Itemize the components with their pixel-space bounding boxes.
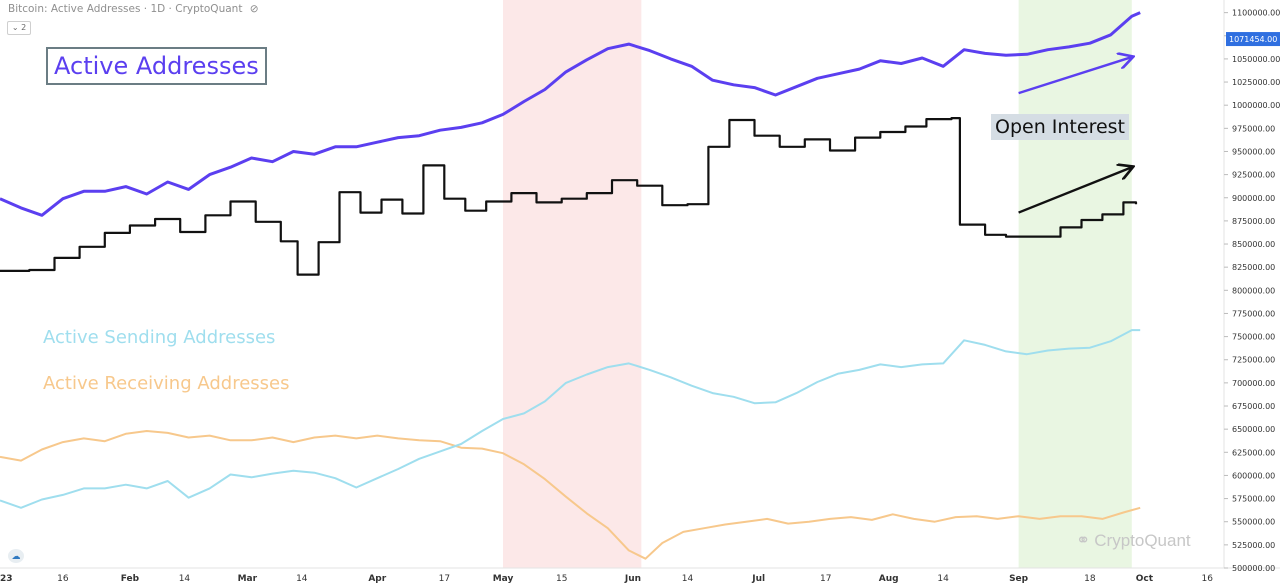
y-tick-label: 750000.00 [1232, 333, 1275, 342]
active-sending-label: Active Sending Addresses [43, 327, 276, 348]
trend-arrow [1018, 167, 1132, 214]
y-tick-label: 675000.00 [1232, 402, 1275, 411]
y-tick-label: 500000.00 [1232, 564, 1275, 573]
x-tick-label: 2023 [0, 574, 13, 584]
y-tick-label: 850000.00 [1232, 240, 1275, 249]
x-tick-label: 17 [439, 574, 450, 584]
y-tick-label: 950000.00 [1232, 147, 1275, 156]
x-tick-label: Jun [624, 574, 641, 584]
cryptoquant-logo-icon: ⚭ [1076, 531, 1091, 550]
x-tick-label: 14 [179, 574, 191, 584]
x-tick-label: May [493, 574, 514, 584]
last-value-label: 1071454.00 [1229, 35, 1277, 44]
y-tick-label: 975000.00 [1232, 124, 1275, 133]
y-tick-label: 650000.00 [1232, 425, 1275, 434]
shaded-period-red [503, 0, 642, 568]
y-tick-label: 700000.00 [1232, 379, 1275, 388]
chart-title: Bitcoin: Active Addresses · 1D · CryptoQ… [8, 3, 243, 15]
series-line-active-sending [0, 329, 1141, 509]
shaded-period-green [1018, 0, 1132, 568]
x-tick-label: 14 [937, 574, 949, 584]
indicator-toggle-button[interactable]: ⌄ 2 [7, 21, 31, 35]
x-tick-label: 16 [57, 574, 69, 584]
cryptoquant-watermark: ⚭ CryptoQuant [1076, 531, 1191, 551]
active-addresses-label: Active Addresses [46, 47, 267, 85]
watermark-text: CryptoQuant [1094, 531, 1191, 550]
series-line-active-receiving [0, 430, 1141, 560]
y-tick-label: 1100000.00 [1232, 9, 1280, 18]
x-tick-label: 18 [1084, 574, 1096, 584]
x-tick-label: 14 [296, 574, 308, 584]
x-tick-label: Oct [1136, 574, 1154, 584]
y-tick-label: 575000.00 [1232, 495, 1275, 504]
y-tick-label: 875000.00 [1232, 217, 1275, 226]
x-tick-label: Feb [121, 574, 140, 584]
y-tick-label: 525000.00 [1232, 541, 1275, 550]
y-tick-label: 1050000.00 [1232, 55, 1280, 64]
chart-header: Bitcoin: Active Addresses · 1D · CryptoQ… [8, 3, 259, 15]
x-tick-label: Mar [238, 574, 258, 584]
y-tick-label: 1000000.00 [1232, 101, 1280, 110]
x-tick-label: Apr [368, 574, 386, 584]
y-tick-label: 925000.00 [1232, 171, 1275, 180]
series-line-active-addresses [0, 11, 1141, 217]
eye-crossed-icon[interactable]: ⊘ [249, 3, 259, 15]
series-line-open-interest [0, 117, 1138, 276]
x-tick-label: Jul [751, 574, 765, 584]
open-interest-label: Open Interest [991, 114, 1130, 140]
y-tick-label: 1025000.00 [1232, 78, 1280, 87]
x-tick-label: 15 [556, 574, 567, 584]
y-tick-label: 550000.00 [1232, 518, 1275, 527]
active-receiving-label: Active Receiving Addresses [43, 373, 290, 394]
cloud-icon[interactable]: ☁ [8, 549, 24, 563]
indicator-count: 2 [21, 23, 27, 32]
x-tick-label: Sep [1009, 574, 1029, 584]
y-tick-label: 775000.00 [1232, 309, 1275, 318]
y-tick-label: 625000.00 [1232, 448, 1275, 457]
y-tick-label: 600000.00 [1232, 471, 1275, 480]
trend-arrow [1018, 57, 1132, 95]
x-tick-label: 14 [682, 574, 694, 584]
y-tick-label: 800000.00 [1232, 286, 1275, 295]
x-tick-label: Aug [879, 574, 899, 584]
x-tick-label: 16 [1202, 574, 1214, 584]
y-tick-label: 725000.00 [1232, 356, 1275, 365]
x-tick-label: 17 [820, 574, 831, 584]
y-tick-label: 825000.00 [1232, 263, 1275, 272]
last-value-badge [1226, 32, 1280, 47]
y-tick-label: 900000.00 [1232, 194, 1275, 203]
